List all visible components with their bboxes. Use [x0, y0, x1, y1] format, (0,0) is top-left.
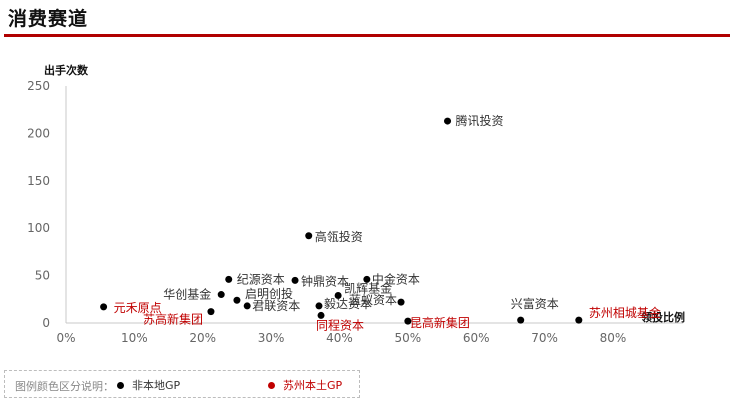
y-tick-label: 100	[27, 221, 50, 235]
data-point-label: 中金资本	[372, 271, 420, 286]
y-tick-label: 0	[42, 316, 50, 330]
x-tick-label: 30%	[258, 331, 285, 345]
scatter-chart: 0 50 100 150 200 250 0% 10% 20% 30% 40% 50% 60% 70% 80…	[27, 63, 685, 345]
data-point-label: 毅达资本	[324, 296, 372, 311]
x-axis-label: 领投比例	[640, 310, 685, 324]
data-point	[207, 308, 215, 316]
legend-text-nonlocal: 非本地GP	[132, 379, 181, 392]
data-point	[305, 232, 313, 240]
page-title: 消费赛道	[8, 8, 89, 30]
data-point-label: 高瓴投资	[315, 229, 363, 244]
y-tick-label: 200	[27, 126, 50, 140]
data-point-label: 钟鼎资本	[301, 273, 349, 288]
x-tick-label: 80%	[600, 331, 627, 345]
data-point	[243, 302, 251, 310]
data-point-label: 蓝蚁资本	[349, 293, 397, 307]
data-point	[575, 316, 583, 324]
legend-item-local: 苏州本土GP	[268, 377, 342, 393]
x-tick-label: 20%	[189, 331, 216, 345]
data-point-label: 元禾原点	[114, 301, 162, 315]
data-point-label: 昆高新集团	[410, 315, 470, 330]
legend: 图例颜色区分说明： 非本地GP 苏州本土GP	[4, 370, 360, 398]
x-tick-label: 60%	[463, 331, 490, 345]
y-tick-label: 150	[27, 174, 50, 188]
legend-label: 图例颜色区分说明：	[15, 380, 114, 393]
legend-text-local: 苏州本土GP	[283, 379, 343, 392]
data-point-label: 同程资本	[316, 317, 364, 332]
data-point	[317, 311, 325, 319]
x-tick-label: 50%	[395, 331, 422, 345]
data-point	[291, 276, 299, 284]
data-point-label: 腾讯投资	[456, 113, 504, 128]
data-point	[233, 296, 241, 304]
data-point	[225, 275, 233, 283]
x-tick-label: 70%	[531, 331, 558, 345]
y-tick-label: 250	[27, 79, 50, 93]
data-point	[217, 291, 225, 299]
data-point-label: 启明创投	[245, 286, 293, 301]
data-point	[444, 117, 452, 125]
data-point	[100, 303, 108, 311]
data-point-label: 纪源资本	[237, 272, 285, 286]
data-point-label: 苏高新集团	[143, 312, 203, 327]
data-point-label: 凯辉基金	[344, 281, 392, 296]
x-tick-label: 0%	[56, 331, 75, 345]
y-axis-label: 出手次数	[44, 63, 89, 77]
legend-item-nonlocal: 非本地GP	[117, 377, 180, 393]
data-point	[363, 275, 371, 283]
data-point-label: 华创基金	[163, 287, 211, 302]
data-point-label: 苏州相城基金	[589, 305, 661, 320]
data-point-label: 兴富资本	[511, 296, 559, 311]
data-point	[315, 302, 323, 310]
data-point	[404, 317, 412, 325]
header: 消费赛道	[0, 0, 732, 40]
x-tick-label: 40%	[326, 331, 353, 345]
data-point-label: 君联资本	[252, 299, 300, 313]
data-point	[397, 298, 405, 306]
legend-marker-local	[268, 381, 275, 389]
y-tick-label: 50	[35, 269, 50, 283]
x-tick-label: 10%	[121, 331, 148, 345]
legend-marker-nonlocal	[117, 381, 124, 389]
data-point	[334, 292, 342, 300]
data-point	[517, 316, 525, 324]
title-divider	[4, 34, 730, 37]
